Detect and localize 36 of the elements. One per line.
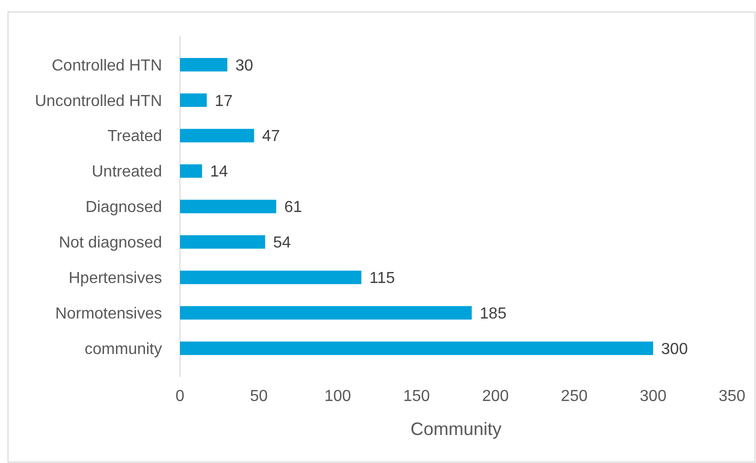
x-tick-label: 0: [176, 388, 185, 405]
data-label: 185: [480, 305, 507, 322]
data-label: 30: [235, 57, 254, 74]
bar: [180, 164, 202, 178]
bar: [180, 342, 654, 356]
y-tick-label: Not diagnosed: [58, 234, 162, 252]
y-tick-label: Treated: [107, 128, 162, 146]
x-tick-label: 250: [560, 388, 588, 405]
data-label: 61: [284, 199, 302, 216]
bar: [180, 200, 276, 214]
bar: [180, 58, 228, 72]
data-label: 115: [369, 270, 395, 287]
data-label: 54: [273, 234, 292, 252]
bar: [180, 306, 472, 320]
x-tick-label: 100: [324, 388, 352, 405]
x-axis-title: Community: [410, 419, 502, 439]
x-tick-label: 300: [640, 388, 667, 405]
x-tick-label: 200: [482, 388, 509, 405]
y-tick-label: Untreated: [92, 164, 162, 181]
data-label: 300: [661, 340, 688, 358]
x-tick-label: 350: [718, 388, 746, 405]
y-tick-label: Diagnosed: [86, 199, 162, 216]
bar: [180, 128, 254, 142]
bar: [180, 235, 266, 249]
bar: [180, 93, 207, 107]
data-label: 17: [214, 92, 233, 110]
y-tick-label: Normotensives: [55, 305, 162, 322]
data-label: 47: [262, 128, 280, 146]
data-label: 14: [210, 164, 228, 181]
x-tick-label: 50: [250, 388, 268, 405]
x-tick-label: 150: [403, 388, 430, 405]
y-tick-label: Controlled HTN: [52, 57, 162, 74]
y-tick-label: Uncontrolled HTN: [34, 92, 162, 110]
bar: [180, 270, 362, 284]
y-tick-label: Hpertensives: [68, 270, 162, 287]
y-tick-label: community: [84, 340, 162, 358]
